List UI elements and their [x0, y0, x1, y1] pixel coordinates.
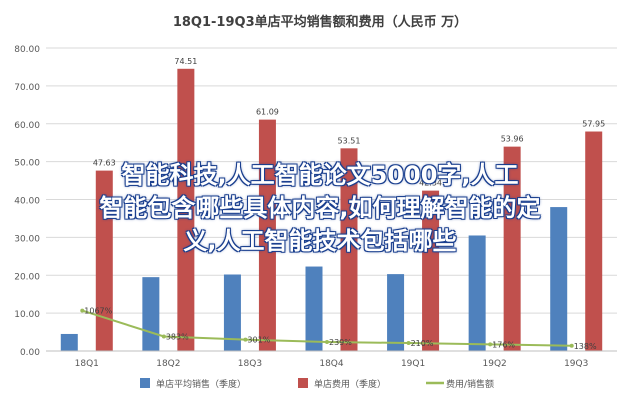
- ratio-point: [243, 337, 248, 342]
- ratio-value-label: 138%: [574, 342, 597, 351]
- bar-value-label: 53.96: [501, 135, 524, 144]
- bar-value-label: 61.09: [256, 108, 279, 117]
- ratio-point: [488, 342, 493, 347]
- bar-value-label: 74.51: [174, 57, 197, 66]
- data-labels: 47.63 74.51 61.09 53.51 42.34 53.96 57.95 1067%…: [84, 57, 605, 351]
- ratio-value-label: 301%: [247, 336, 270, 345]
- legend-swatch: [140, 378, 150, 388]
- bar: [95, 170, 113, 351]
- x-tick-label: 18Q3: [238, 359, 262, 369]
- bar: [340, 148, 358, 351]
- x-tick-label: 18Q1: [75, 359, 99, 369]
- y-tick-label: 60.00: [14, 121, 40, 131]
- x-tick-label: 19Q1: [401, 359, 425, 369]
- y-tick-label: 70.00: [14, 83, 40, 93]
- bar: [422, 190, 440, 351]
- ratio-point: [569, 343, 574, 348]
- ratio-value-label: 383%: [166, 332, 189, 341]
- bar-value-label: 47.63: [93, 159, 116, 168]
- ratio-value-label: 210%: [411, 339, 434, 348]
- y-tick-label: 0.00: [20, 348, 40, 358]
- bar-value-label: 42.34: [419, 179, 442, 188]
- overlay-text-line-1: 智能科技,人工智能论文5000字,人工: [121, 161, 519, 189]
- legend-label: 单店费用（季度）: [314, 378, 386, 390]
- bar: [585, 131, 603, 351]
- x-axis: 18Q1 18Q2 18Q3 18Q4 19Q1 19Q2 19Q3: [46, 350, 617, 369]
- chart-title: 18Q1-19Q3单店平均销售额和费用（人民币 万）: [173, 14, 467, 30]
- y-tick-label: 40.00: [14, 197, 40, 207]
- bar: [387, 274, 405, 351]
- overlay-text-line-2: 智能包含哪些具体内容,如何理解智能的定: [99, 194, 541, 222]
- bar: [258, 119, 276, 351]
- y-axis: 0.00 10.00 20.00 30.00 40.00 50.00 60.00 70.00 8…: [14, 45, 40, 358]
- bar: [550, 207, 568, 351]
- legend-label: 单店平均销售（季度）: [156, 378, 246, 390]
- legend-label: 费用/销售额: [446, 378, 494, 390]
- ratio-value-label: 1067%: [84, 307, 112, 316]
- bars: [60, 68, 603, 352]
- ratio-value-label: 239%: [329, 338, 352, 347]
- ratio-line: [80, 308, 574, 348]
- legend-swatch: [298, 378, 308, 388]
- ratio-point: [80, 308, 85, 313]
- bar-value-label: 53.51: [338, 136, 361, 145]
- ratio-point: [406, 341, 411, 346]
- bar: [142, 277, 160, 351]
- bar: [60, 333, 78, 351]
- bar: [468, 235, 486, 351]
- x-tick-label: 18Q4: [319, 359, 344, 369]
- y-tick-label: 80.00: [14, 45, 40, 55]
- y-tick-label: 20.00: [14, 272, 40, 282]
- bar: [177, 68, 195, 352]
- x-tick-label: 18Q2: [156, 359, 180, 369]
- bar-value-label: 57.95: [582, 120, 605, 129]
- x-tick-label: 19Q2: [483, 359, 507, 369]
- legend: 单店平均销售（季度） 单店费用（季度） 费用/销售额: [140, 378, 494, 390]
- ratio-point: [325, 339, 329, 344]
- overlay-text-line-3: 义,人工智能技术包括哪些: [183, 227, 457, 255]
- y-tick-label: 50.00: [14, 159, 40, 169]
- x-tick-label: 19Q3: [564, 359, 588, 369]
- ratio-value-label: 176%: [492, 340, 515, 349]
- ratio-point: [161, 334, 166, 339]
- bar: [503, 146, 521, 351]
- y-tick-label: 30.00: [14, 234, 40, 244]
- bar: [305, 266, 323, 351]
- bar: [223, 274, 241, 351]
- y-tick-label: 10.00: [14, 310, 40, 320]
